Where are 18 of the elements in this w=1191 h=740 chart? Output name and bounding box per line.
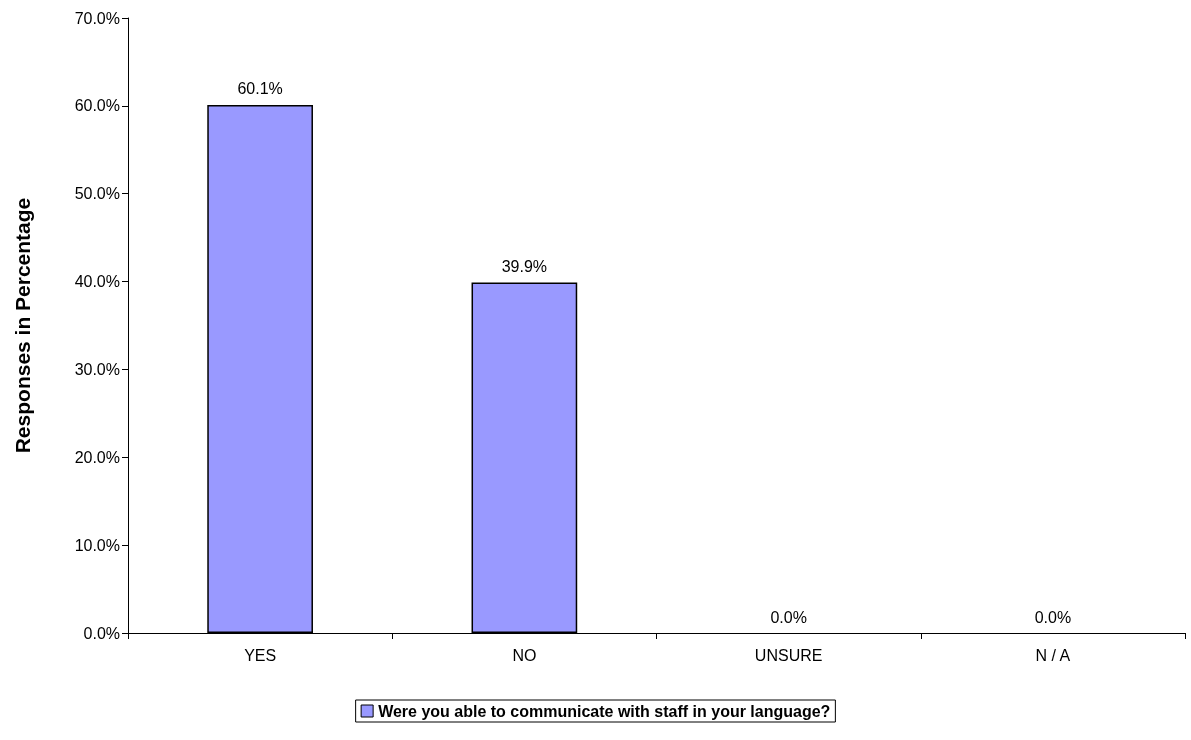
y-tick-label: 20.0% — [74, 448, 120, 466]
y-tick-label: 10.0% — [74, 536, 120, 554]
x-tick-label: YES — [244, 646, 277, 664]
x-tick-label: NO — [512, 646, 537, 664]
y-tick-label: 0.0% — [83, 624, 120, 642]
y-tick-label: 40.0% — [74, 273, 120, 291]
y-tick-label: 30.0% — [74, 360, 120, 378]
data-label: 0.0% — [770, 608, 807, 626]
legend-label: Were you able to communicate with staff in your language? — [378, 702, 831, 720]
x-tick-label: N / A — [1035, 646, 1071, 664]
y-axis-title: Responses in Percentage — [11, 197, 34, 454]
y-tick-label: 60.0% — [74, 97, 120, 115]
data-label: 60.1% — [237, 80, 283, 98]
x-tick-label: UNSURE — [754, 646, 823, 664]
y-tick-label: 50.0% — [74, 185, 120, 203]
data-label: 0.0% — [1034, 608, 1072, 626]
data-label: 39.9% — [501, 257, 548, 275]
y-tick-label: 70.0% — [74, 9, 120, 27]
